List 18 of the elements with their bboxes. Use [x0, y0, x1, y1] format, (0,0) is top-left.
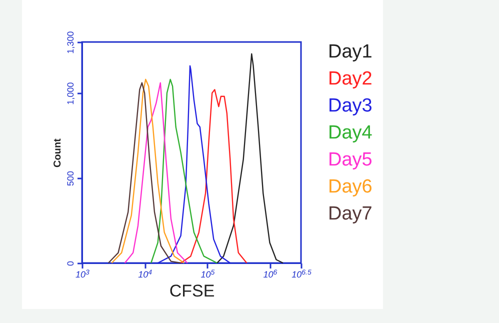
y-axis-title: Count — [52, 138, 64, 168]
y-tick-label: 500 — [66, 170, 76, 186]
y-tick-label: 1,000 — [66, 82, 76, 105]
text: Day2 — [328, 68, 372, 90]
text: Day4 — [328, 122, 373, 144]
text: Day5 — [328, 150, 372, 170]
y-tick-label: 0 — [66, 260, 76, 266]
text: Day6 — [328, 176, 372, 198]
text: Day3 — [328, 96, 372, 116]
text: Day7 — [328, 204, 372, 224]
x-axis-title: CFSE — [169, 282, 215, 300]
x-tick-label: 10$^{6}$ — [263, 269, 278, 280]
text: Day1 — [328, 42, 372, 62]
y-tick-label: 1,300 — [66, 31, 76, 54]
x-tick-label: 10$^{4}$ — [138, 269, 152, 280]
x-tick-label: 10$^{6.5}$ — [292, 269, 312, 280]
x-tick-label: 10$^{5}$ — [200, 269, 215, 280]
x-tick-label: 10$^{3}$ — [76, 269, 90, 280]
